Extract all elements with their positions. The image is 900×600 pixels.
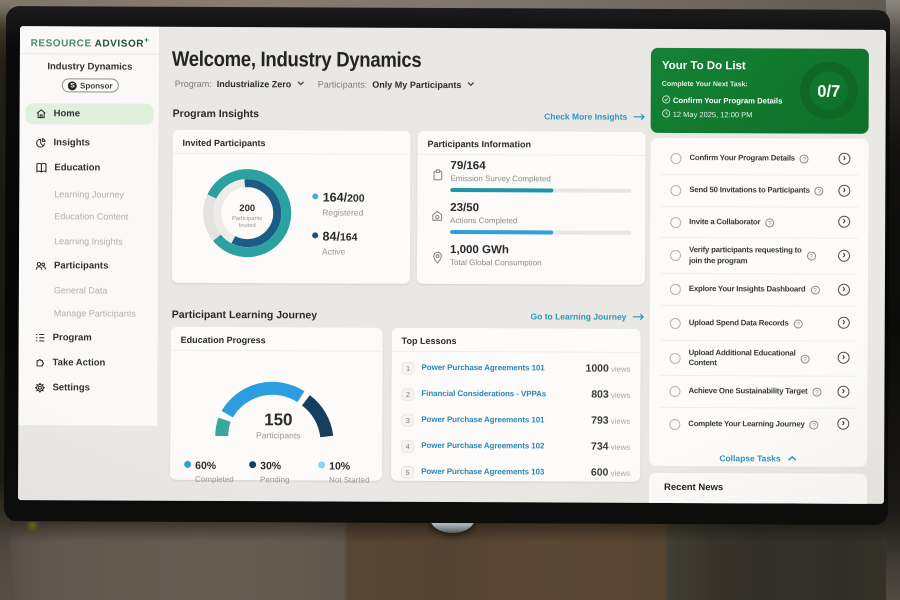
svg-text:200: 200 <box>239 203 255 214</box>
svg-text:Invited: Invited <box>239 223 256 229</box>
svg-text:Participants: Participants <box>232 216 262 222</box>
svg-text:0/7: 0/7 <box>817 83 840 101</box>
